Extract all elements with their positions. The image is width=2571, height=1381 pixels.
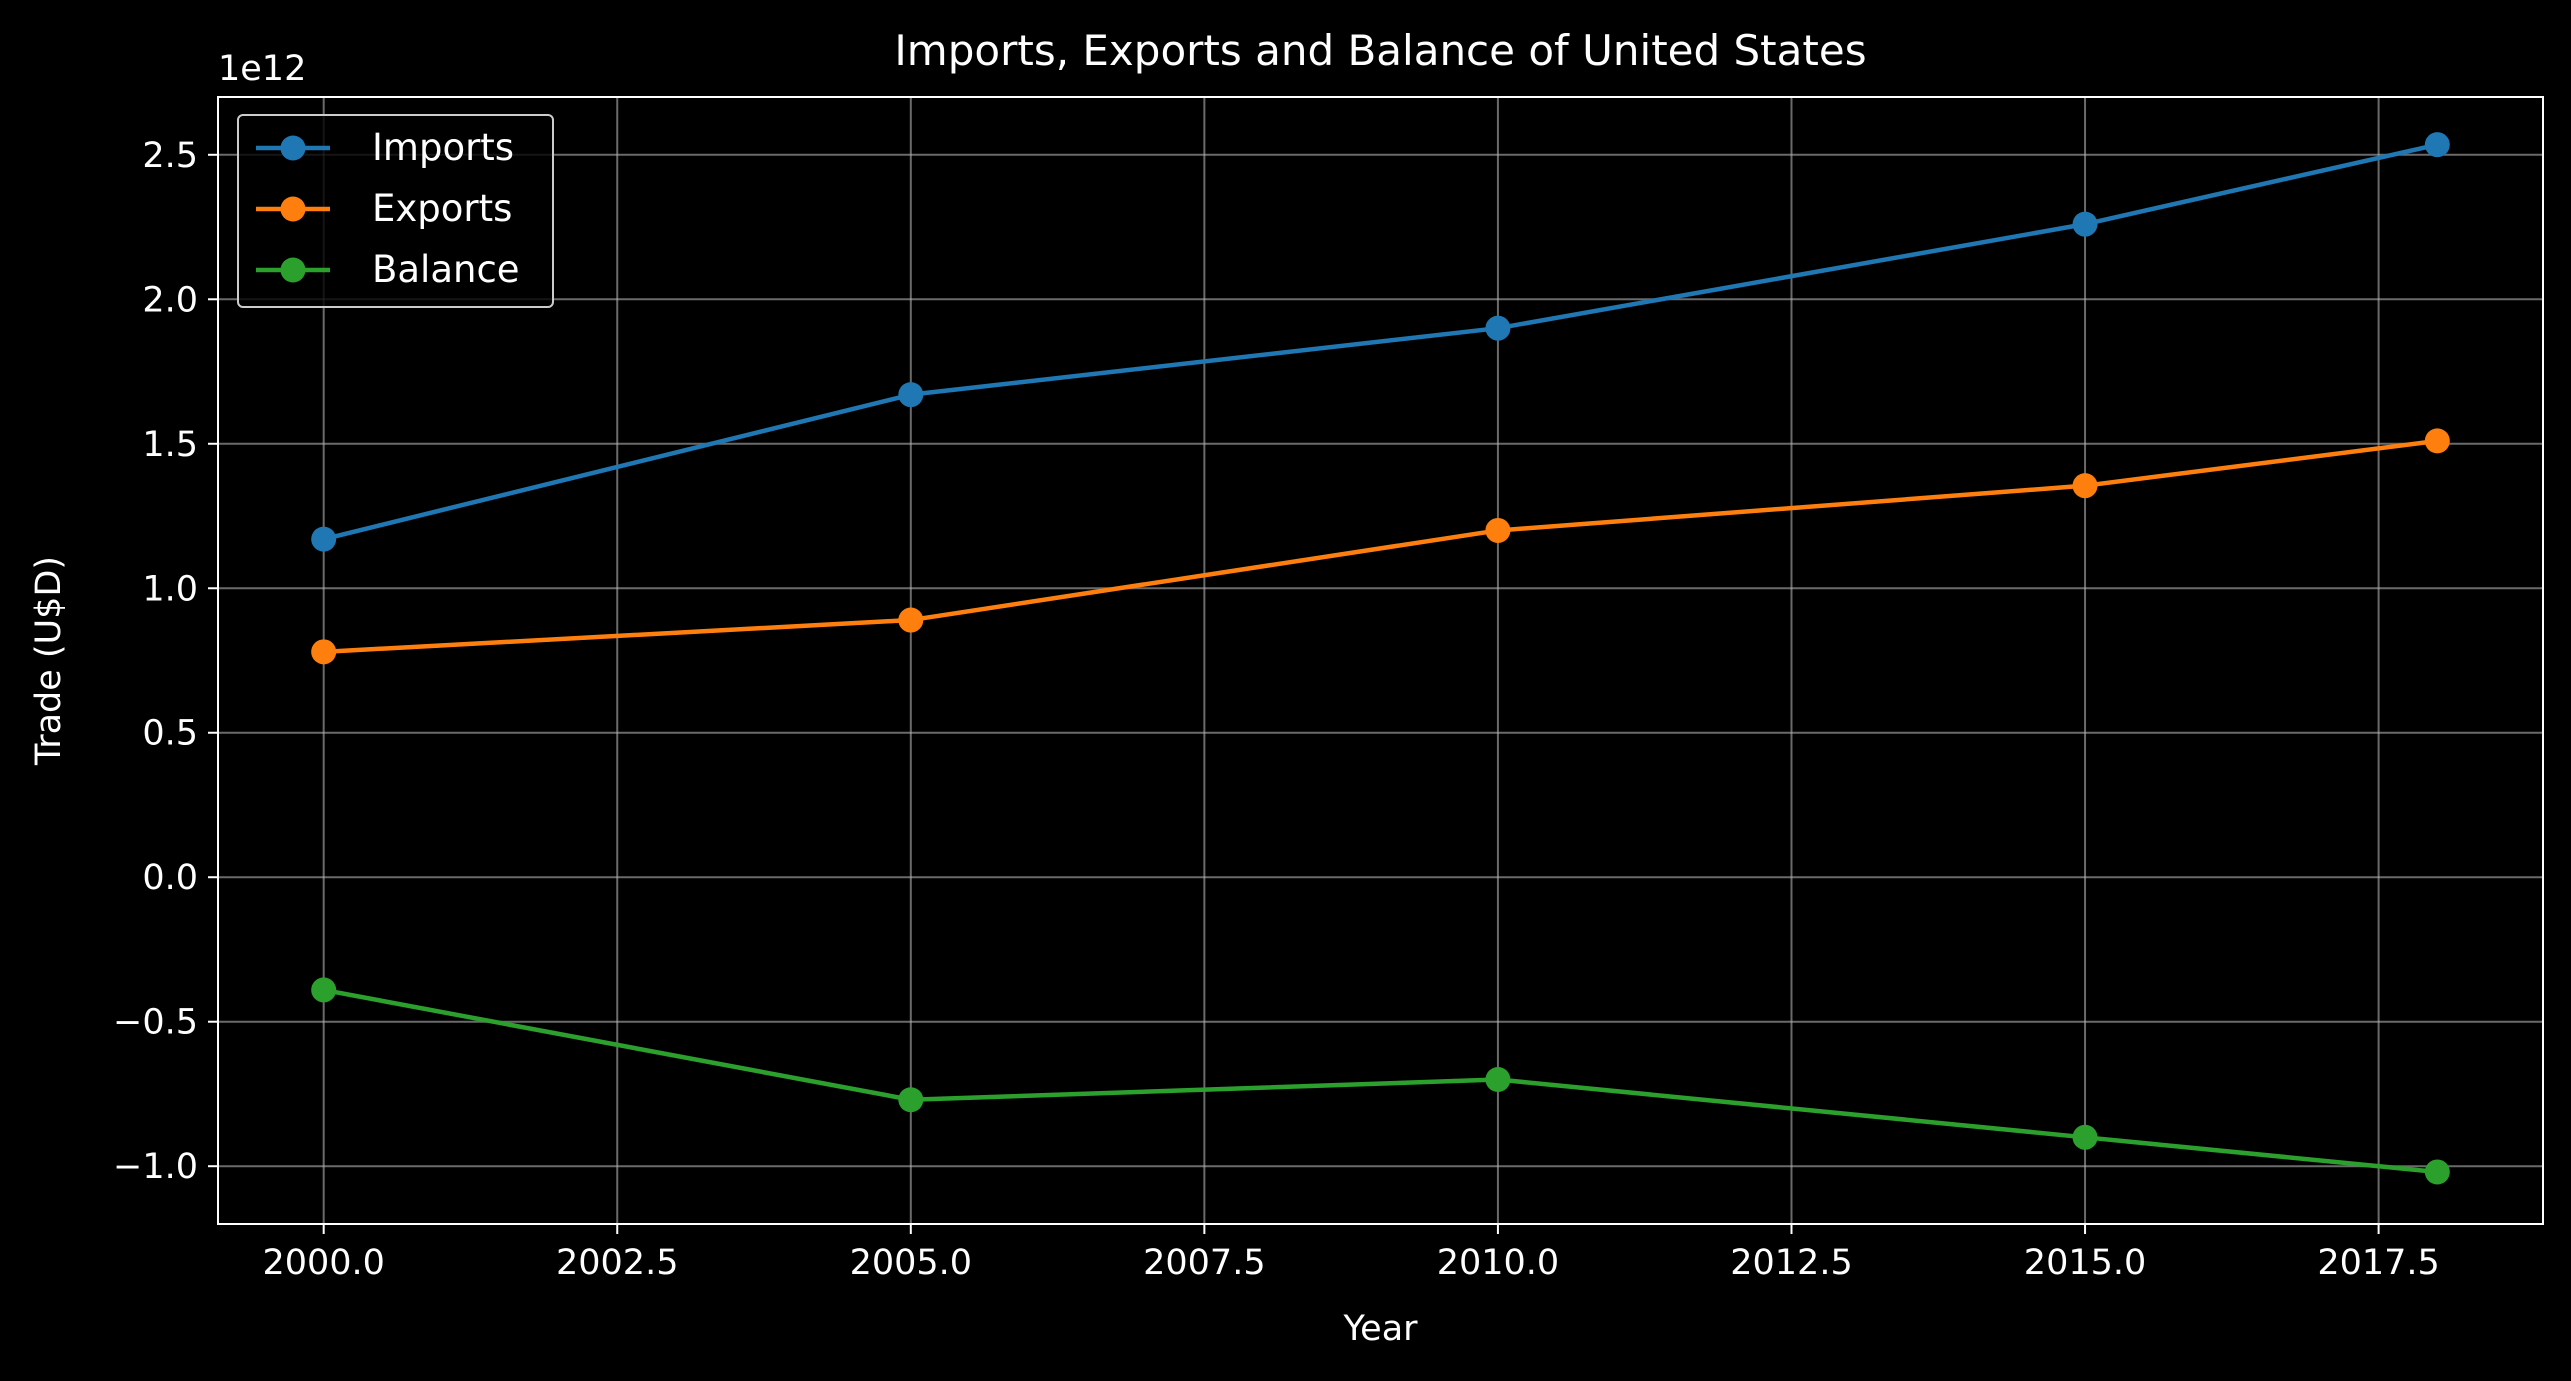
- y-tick-label: 0.0: [142, 858, 198, 898]
- data-point-balance: [2072, 1124, 2098, 1150]
- grid: [218, 97, 2543, 1224]
- legend-marker-imports: [280, 135, 306, 161]
- y-tick-label: 2.5: [142, 136, 198, 176]
- y-axis-offset-label: 1e12: [218, 49, 306, 89]
- x-tick-label: 2000.0: [262, 1243, 384, 1283]
- data-point-balance: [2424, 1159, 2450, 1185]
- data-point-exports: [898, 607, 924, 633]
- x-axis-ticks: 2000.0 2002.5 2005.0 2007.5 2010.0 2012.5 2015…: [262, 1224, 2440, 1283]
- chart-title: Imports, Exports and Balance of United S…: [894, 26, 1866, 75]
- data-point-imports: [2424, 132, 2450, 158]
- legend-label-imports: Imports: [372, 126, 514, 169]
- data-point-imports: [2072, 211, 2098, 237]
- axes-frame: [217, 96, 2544, 1225]
- legend-box: [237, 114, 554, 308]
- data-point-exports: [311, 639, 337, 665]
- y-tick-label: 1.0: [142, 569, 198, 609]
- x-tick-label: 2005.0: [850, 1243, 972, 1283]
- data-point-imports: [898, 382, 924, 408]
- y-axis-label: Trade (U$D): [29, 556, 69, 766]
- x-tick-label: 2012.5: [1730, 1243, 1852, 1283]
- y-tick-label: 0.5: [142, 714, 198, 754]
- x-tick-label: 2010.0: [1437, 1243, 1559, 1283]
- legend: Imports Exports Balance: [237, 114, 554, 308]
- data-point-exports: [2424, 428, 2450, 454]
- data-point-balance: [898, 1087, 924, 1113]
- x-tick-label: 2007.5: [1143, 1243, 1265, 1283]
- legend-marker-exports: [280, 196, 306, 222]
- legend-label-balance: Balance: [372, 248, 520, 291]
- data-point-imports: [1485, 315, 1511, 341]
- legend-marker-balance: [280, 257, 306, 283]
- x-tick-label: 2017.5: [2317, 1243, 2439, 1283]
- data-point-exports: [2072, 473, 2098, 499]
- data-point-imports: [311, 526, 337, 552]
- y-axis-ticks: −1.0 −0.5 0.0 0.5 1.0 1.5 2.0 2.5: [113, 136, 218, 1187]
- y-tick-label: −1.0: [113, 1147, 198, 1187]
- plot-series: [311, 132, 2450, 1185]
- data-point-balance: [311, 977, 337, 1003]
- x-axis-label: Year: [1342, 1309, 1418, 1349]
- y-tick-label: 1.5: [142, 425, 198, 465]
- y-tick-label: −0.5: [113, 1003, 198, 1043]
- data-point-balance: [1485, 1067, 1511, 1093]
- x-tick-label: 2002.5: [556, 1243, 678, 1283]
- y-tick-label: 2.0: [142, 280, 198, 320]
- legend-label-exports: Exports: [372, 187, 512, 230]
- x-tick-label: 2015.0: [2024, 1243, 2146, 1283]
- data-point-exports: [1485, 517, 1511, 543]
